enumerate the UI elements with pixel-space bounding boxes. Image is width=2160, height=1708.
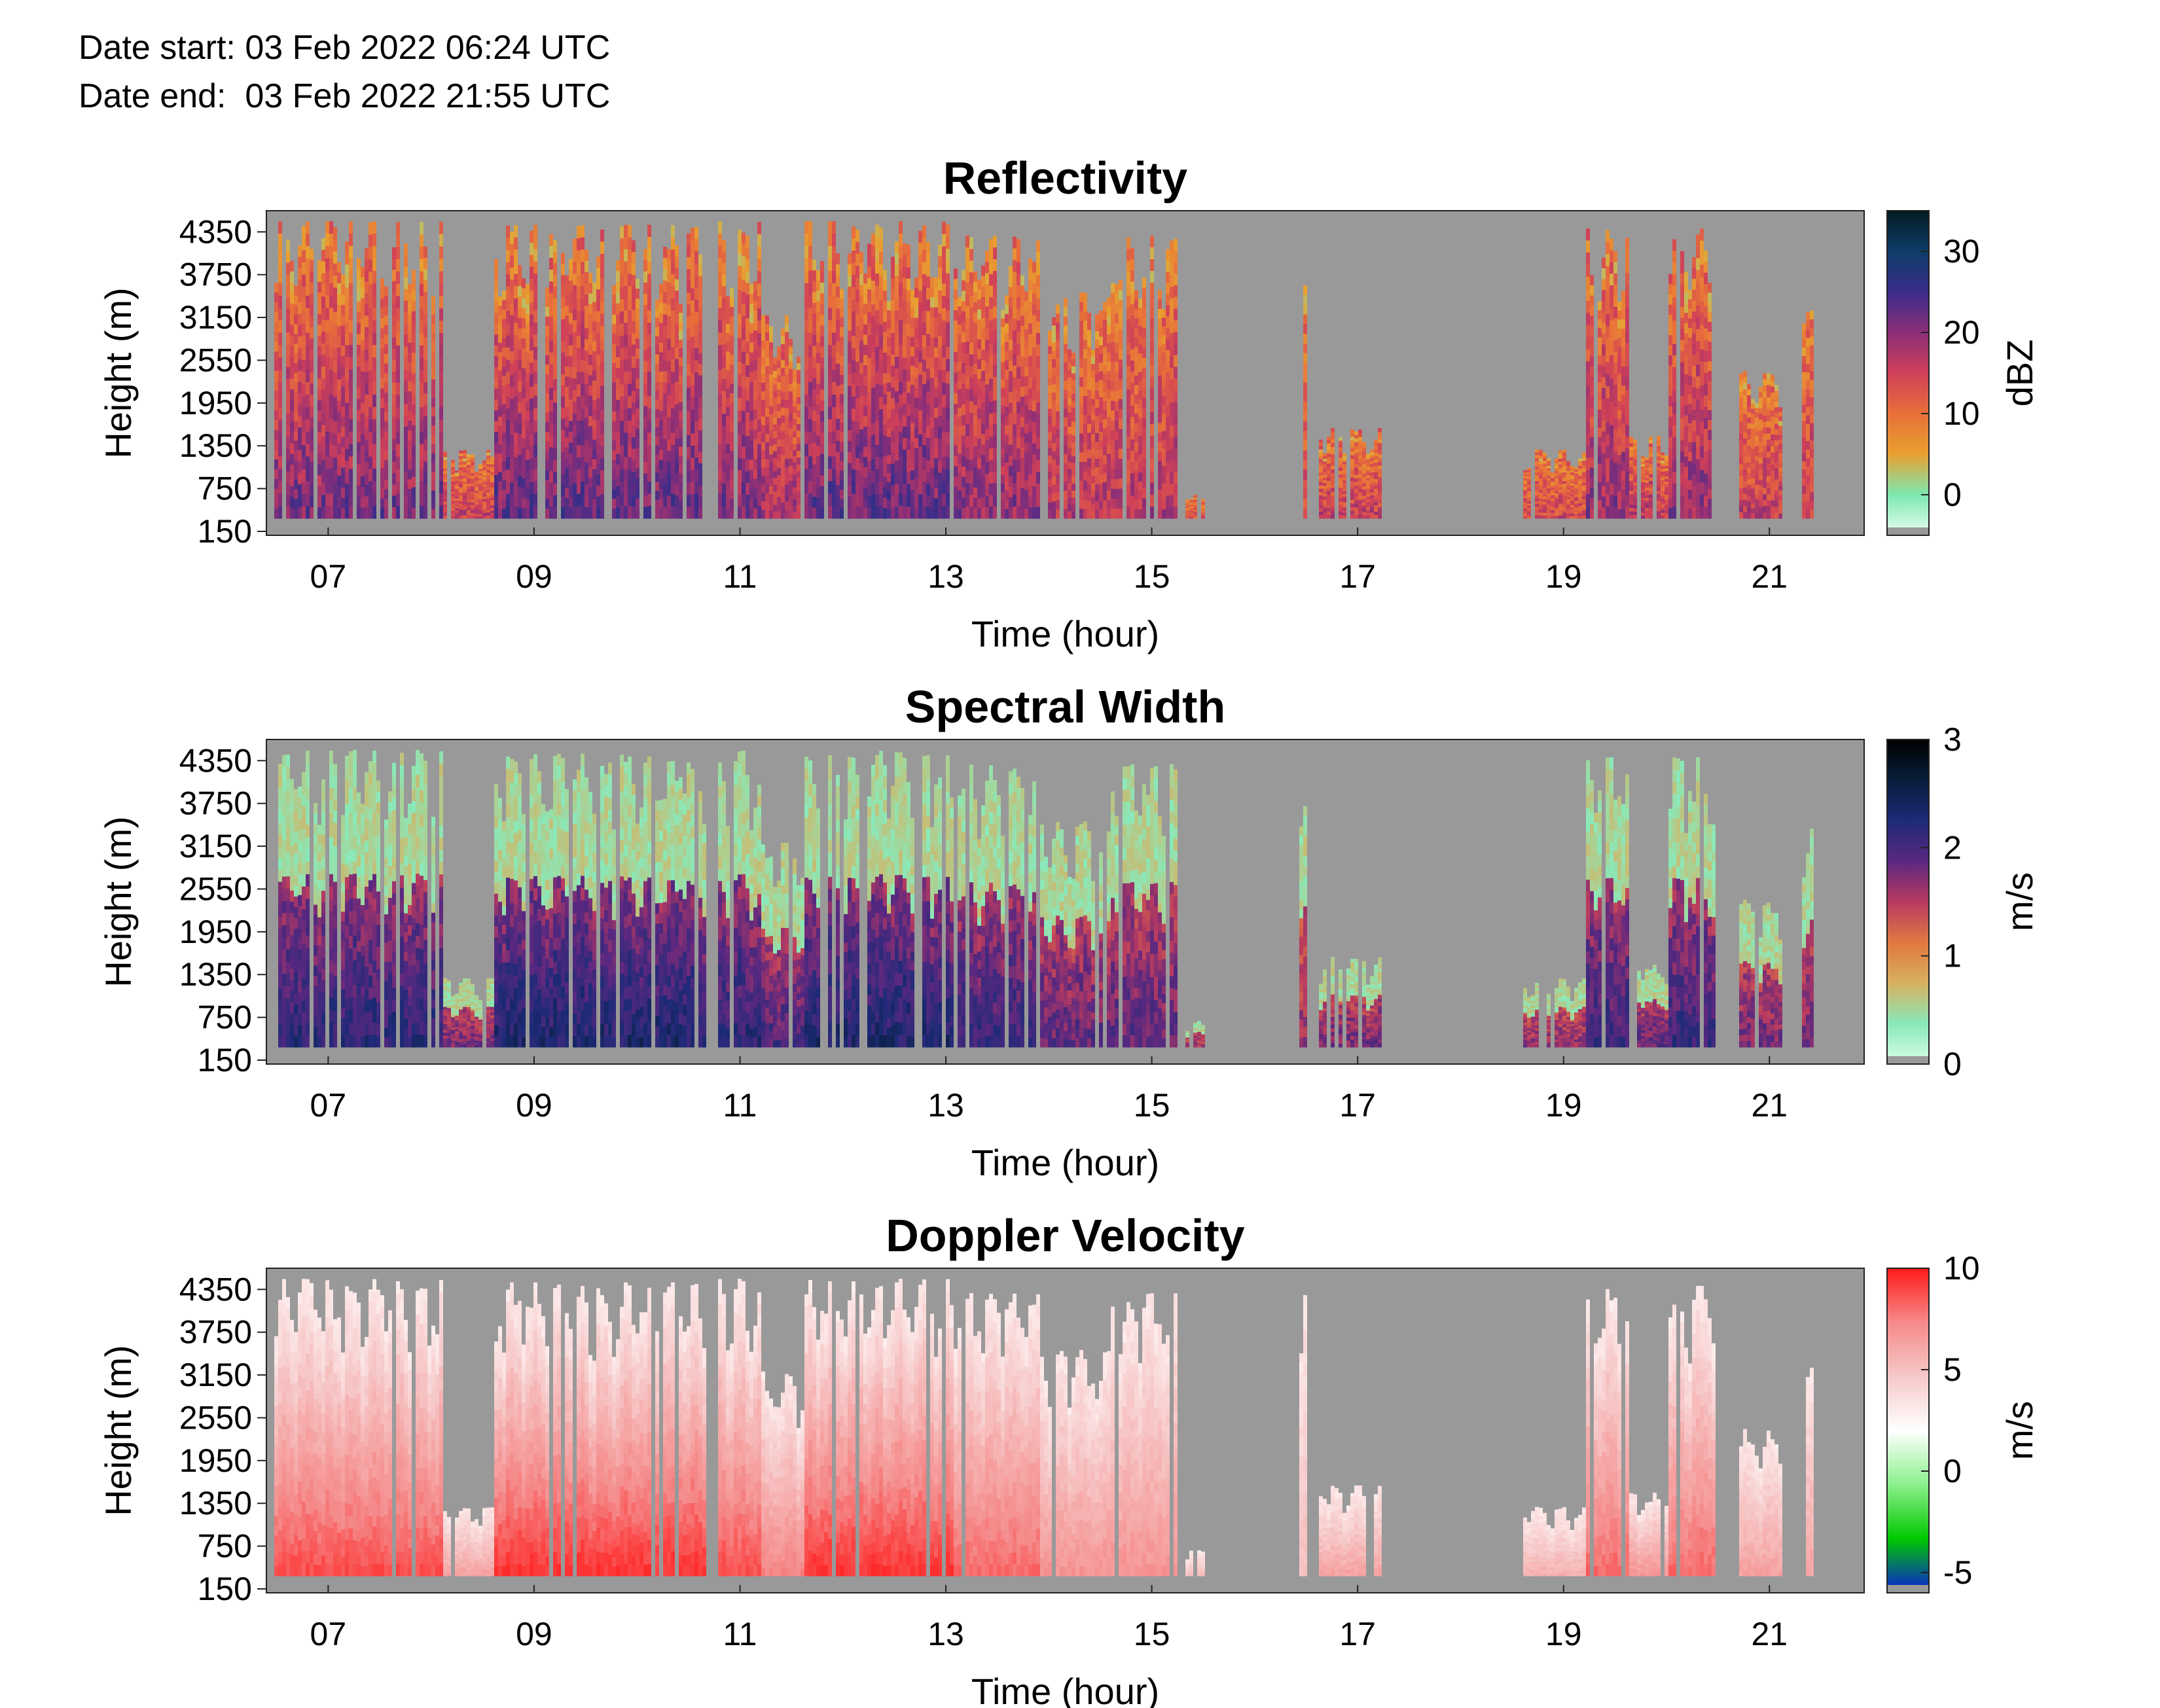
y-tick-label: 4350: [179, 213, 252, 250]
x-tick-label: 07: [310, 1616, 347, 1652]
y-axis-label: Height (m): [98, 287, 139, 458]
colorbar-tick-label: 0: [1943, 1046, 1962, 1082]
y-tick-label: 4350: [179, 1271, 252, 1308]
x-tick-label: 19: [1545, 1087, 1582, 1124]
x-tick-label: 13: [927, 1616, 964, 1652]
x-tick-label: 09: [516, 1087, 552, 1124]
y-tick-label: 150: [198, 1571, 252, 1607]
y-tick-label: 3750: [179, 785, 252, 822]
y-tick-label: 750: [198, 999, 252, 1036]
x-tick-label: 17: [1339, 1087, 1376, 1124]
y-tick-label: 3150: [179, 1357, 252, 1393]
panel-1: Reflectivity1507501350195025503150375043…: [98, 152, 2040, 654]
x-tick-label: 15: [1134, 558, 1170, 595]
axes-frame: [266, 1268, 1865, 1593]
y-tick-label: 1350: [179, 427, 252, 464]
date-start-text: Date start: 03 Feb 2022 06:24 UTC: [79, 29, 611, 67]
y-tick-label: 150: [198, 513, 252, 550]
y-axis-label: Height (m): [98, 1345, 139, 1516]
x-tick-label: 21: [1751, 558, 1788, 595]
x-tick-label: 15: [1134, 1087, 1170, 1124]
panel-title: Spectral Width: [905, 681, 1225, 732]
x-tick-label: 17: [1339, 1616, 1376, 1652]
x-tick-label: 17: [1339, 558, 1376, 595]
y-tick-label: 2550: [179, 1399, 252, 1436]
heatmap-cells: [274, 1279, 1814, 1576]
y-tick-label: 150: [198, 1042, 252, 1078]
colorbar-tick-label: 0: [1943, 1453, 1962, 1489]
colorbar-label: m/s: [1999, 1401, 2040, 1460]
y-tick-label: 2550: [179, 342, 252, 378]
colorbar-tick-label: 5: [1943, 1351, 1962, 1388]
colorbar-tick-label: 10: [1943, 1250, 1980, 1287]
x-tick-label: 21: [1751, 1087, 1788, 1124]
axes-frame: [266, 739, 1865, 1065]
x-axis-label: Time (hour): [971, 1142, 1159, 1183]
y-tick-label: 1350: [179, 1485, 252, 1521]
colorbar-tick-label: 2: [1943, 829, 1962, 866]
panel-3: Doppler Velocity150750135019502550315037…: [98, 1210, 2040, 1708]
colorbar-tick-label: 20: [1943, 314, 1980, 351]
panel-title: Reflectivity: [943, 152, 1188, 204]
x-tick-label: 07: [310, 1087, 347, 1124]
y-tick-label: 1350: [179, 956, 252, 993]
x-tick-label: 13: [927, 558, 964, 595]
colorbar-tick-label: 0: [1943, 476, 1962, 513]
axes-frame: [266, 210, 1865, 536]
colorbar-label: m/s: [1999, 872, 2040, 931]
y-tick-label: 4350: [179, 742, 252, 779]
y-tick-label: 3150: [179, 299, 252, 336]
y-tick-label: 3750: [179, 1314, 252, 1351]
colorbar-tick-label: 10: [1943, 395, 1980, 432]
colorbar-label: dBZ: [1999, 340, 2040, 407]
x-tick-label: 11: [723, 1087, 757, 1124]
x-axis-label: Time (hour): [971, 613, 1159, 654]
y-tick-label: 750: [198, 1528, 252, 1565]
y-axis-label: Height (m): [98, 816, 139, 987]
y-tick-label: 1950: [179, 385, 252, 421]
colorbar: 0 10 20 30 dBZ: [1886, 210, 2040, 536]
y-tick-label: 3750: [179, 257, 252, 293]
colorbar-tick-label: 30: [1943, 233, 1980, 270]
y-tick-label: 1950: [179, 914, 252, 950]
colorbar-tick-label: -5: [1943, 1554, 1972, 1591]
x-tick-label: 15: [1134, 1616, 1170, 1652]
y-tick-label: 2550: [179, 870, 252, 907]
y-tick-label: 750: [198, 471, 252, 507]
y-tick-label: 1950: [179, 1442, 252, 1479]
date-header: Date start: 03 Feb 2022 06:24 UTC Date e…: [79, 24, 610, 120]
panel-title: Doppler Velocity: [886, 1210, 1245, 1261]
x-axis-label: Time (hour): [971, 1671, 1159, 1708]
x-tick-label: 19: [1545, 558, 1582, 595]
date-end-text: Date end: 03 Feb 2022 21:55 UTC: [79, 77, 611, 115]
x-tick-label: 07: [310, 558, 347, 595]
x-tick-label: 21: [1751, 1616, 1788, 1652]
heatmap-cells: [274, 221, 1814, 519]
x-tick-label: 09: [516, 1616, 552, 1652]
x-tick-label: 13: [927, 1087, 964, 1124]
x-tick-label: 11: [723, 558, 757, 595]
colorbar: -5 0 5 10 m/s: [1886, 1250, 2040, 1593]
x-tick-label: 19: [1545, 1616, 1582, 1652]
x-tick-label: 11: [723, 1616, 757, 1652]
colorbar: 0 1 2 3 m/s: [1886, 721, 2040, 1082]
colorbar-tick-label: 3: [1943, 721, 1962, 758]
y-tick-label: 3150: [179, 828, 252, 864]
colorbar-tick-label: 1: [1943, 938, 1962, 974]
x-tick-label: 09: [516, 558, 552, 595]
heatmap-cells: [278, 750, 1814, 1048]
panel-2: Spectral Width15075013501950255031503750…: [98, 681, 2040, 1183]
